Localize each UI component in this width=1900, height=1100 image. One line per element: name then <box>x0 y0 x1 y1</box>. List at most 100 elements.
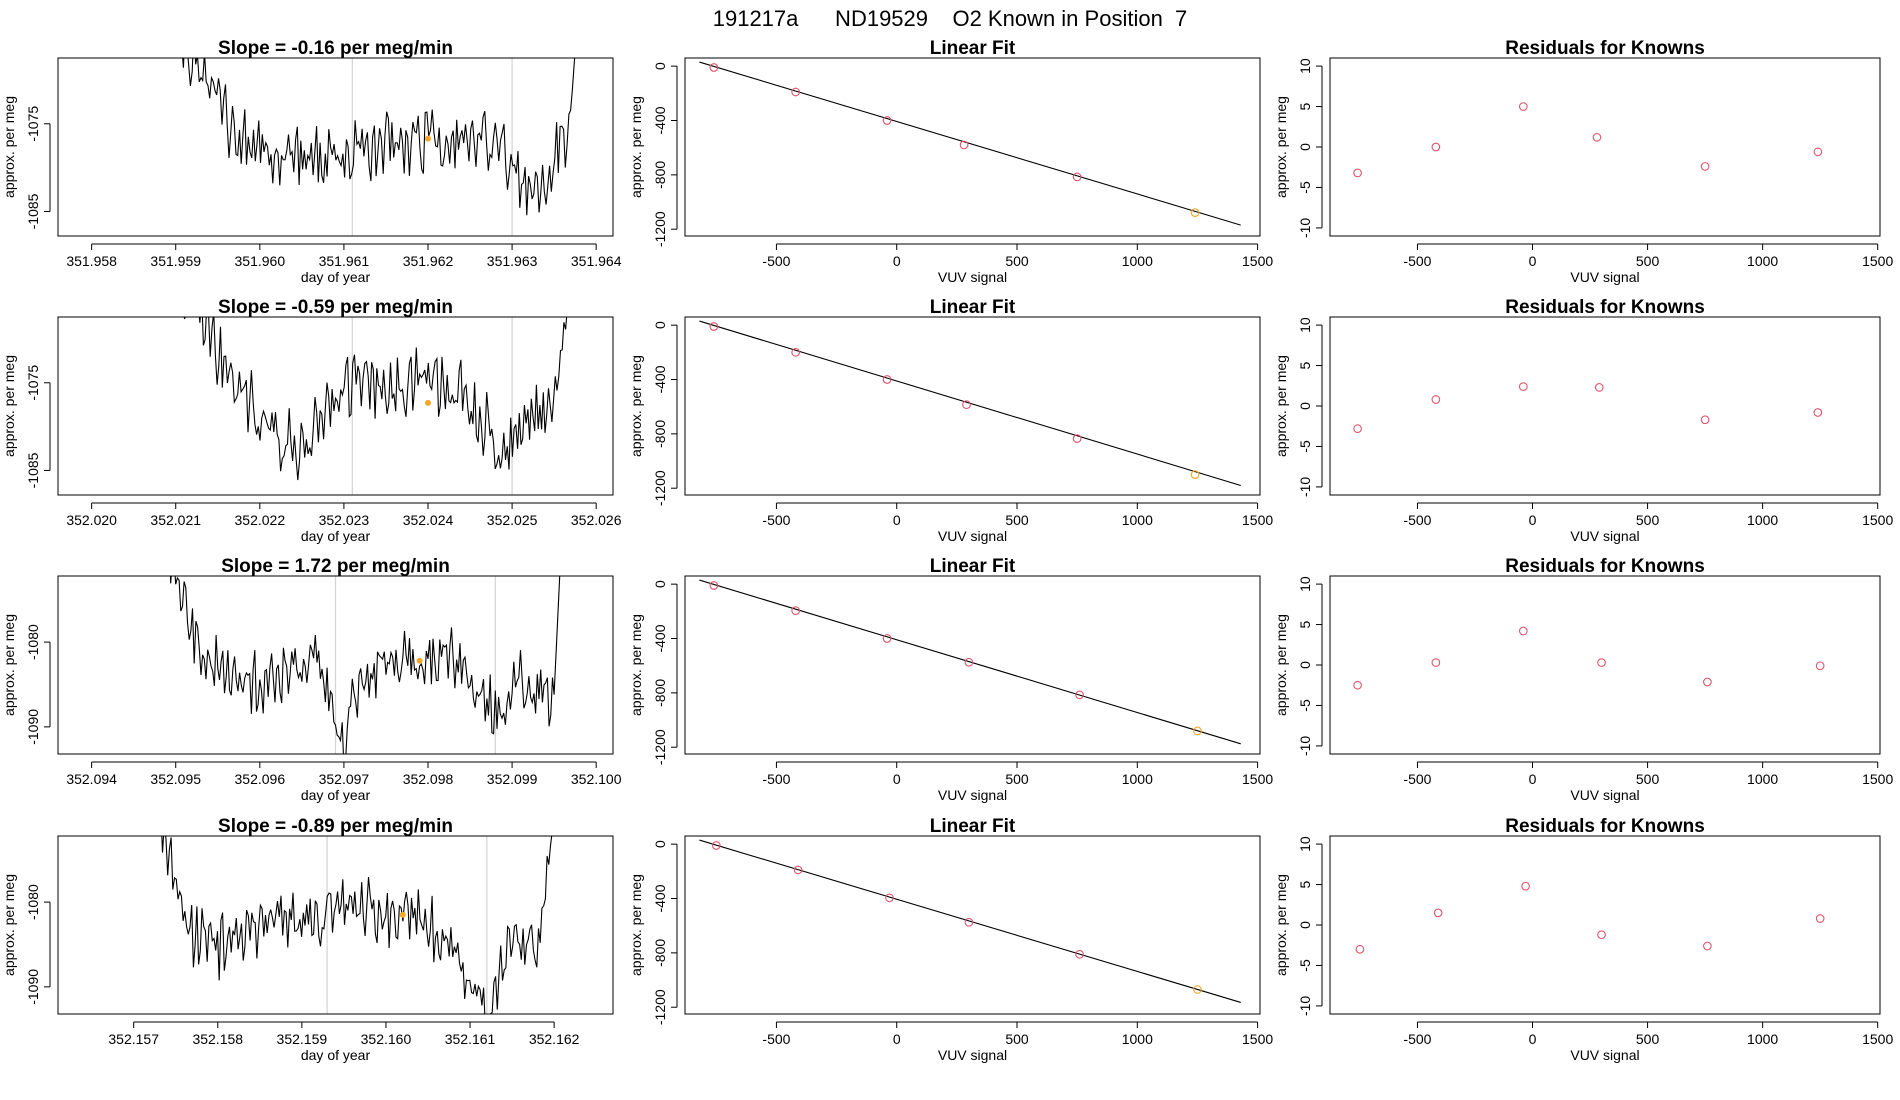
plot-area <box>161 836 553 1014</box>
y-axis-label: approx. per meg <box>1 874 17 976</box>
x-tick-label: 500 <box>1005 253 1029 269</box>
plot-frame <box>684 575 1261 755</box>
x-tick-label: 352.022 <box>235 512 286 528</box>
x-tick-label: 352.161 <box>445 1031 496 1047</box>
residual-point <box>1700 162 1710 171</box>
y-axis-label: approx. per meg <box>1273 355 1289 457</box>
plot-frame <box>1329 835 1881 1015</box>
fit-point <box>711 841 721 850</box>
fit-point <box>1072 172 1082 182</box>
x-tick-label: 0 <box>893 1031 901 1047</box>
x-tick-label: 0 <box>1529 1031 1537 1047</box>
panels-grid: Slope = -0.16 per meg/min 351.958 351.959 3… <box>1 38 1893 1063</box>
x-tick-label: -500 <box>762 771 790 787</box>
known-marker-point <box>425 399 431 406</box>
y-tick-label: -1085 <box>25 452 41 488</box>
fit-point <box>1075 949 1084 959</box>
residuals-panel: Residuals for Knowns -500 0 500 1000 1500 VUV … <box>1273 816 1893 1063</box>
x-tick-label: 500 <box>1636 512 1660 528</box>
row-3: Slope = 1.72 per meg/min 352.094 352.095 35… <box>1 556 1893 803</box>
plot-area <box>183 317 568 495</box>
y-tick-label: 0 <box>652 62 668 70</box>
residual-point <box>1592 132 1602 142</box>
x-tick-label: 1500 <box>1242 512 1273 528</box>
row-2: Slope = -0.59 per meg/min 352.020 352.021 3… <box>1 297 1893 544</box>
time-series-panel: Slope = -0.89 per meg/min 352.157 352.158 3… <box>1 816 614 1063</box>
y-tick-label: -400 <box>652 624 668 652</box>
y-tick-label: -1080 <box>25 624 41 660</box>
fit-point <box>964 657 974 667</box>
time-series-panel: Slope = 1.72 per meg/min 352.094 352.095 35… <box>1 556 622 803</box>
x-tick-label: 500 <box>1005 512 1029 528</box>
residual-point <box>1815 661 1825 671</box>
x-tick-label: -500 <box>1403 253 1431 269</box>
fit-point <box>709 322 719 331</box>
signal-trace <box>182 58 576 216</box>
fit-point <box>791 347 801 357</box>
y-tick-label: -5 <box>1297 181 1313 194</box>
x-tick-label: 500 <box>1636 253 1660 269</box>
panel-title: Linear Fit <box>930 816 1016 837</box>
residual-point <box>1355 944 1365 954</box>
x-tick-label: 351.960 <box>235 253 286 269</box>
time-series-panel: Slope = -0.59 per meg/min 352.020 352.021 3… <box>1 297 622 544</box>
x-tick-label: 351.962 <box>403 253 454 269</box>
row-4: Slope = -0.89 per meg/min 352.157 352.158 3… <box>1 816 1893 1063</box>
x-tick-label: 1500 <box>1242 771 1273 787</box>
y-tick-label: -1090 <box>25 969 41 1005</box>
y-tick-label: -1090 <box>25 709 41 745</box>
x-tick-label: 500 <box>1005 771 1029 787</box>
x-tick-label: 351.958 <box>66 253 117 269</box>
x-tick-label: 352.158 <box>192 1031 243 1047</box>
residual-point <box>1433 908 1443 918</box>
residuals-panel: Residuals for Knowns -500 0 500 1000 1500 VUV … <box>1273 556 1893 803</box>
x-axis-label: VUV signal <box>938 269 1007 285</box>
linear-fit-panel: Linear Fit -500 0 500 1000 1500 VUV signal 0 -40… <box>628 297 1273 544</box>
x-tick-label: 500 <box>1636 1031 1660 1047</box>
fit-point-highlight <box>1190 470 1200 479</box>
residual-point <box>1353 680 1362 690</box>
x-tick-label: 352.025 <box>487 512 538 528</box>
x-axis-label: VUV signal <box>938 787 1007 803</box>
y-axis-label: approx. per meg <box>1 614 17 716</box>
plot-frame <box>1329 57 1881 237</box>
y-tick-label: 10 <box>1297 58 1313 74</box>
y-tick-label: 0 <box>1297 661 1313 669</box>
y-tick-label: -800 <box>652 161 668 189</box>
y-tick-label: -400 <box>652 106 668 134</box>
panel-title: Residuals for Knowns <box>1505 297 1705 318</box>
x-axis-label: VUV signal <box>938 1047 1007 1063</box>
y-tick-label: 0 <box>652 321 668 329</box>
fit-line <box>699 839 1241 1003</box>
y-tick-label: -1200 <box>652 989 668 1025</box>
x-tick-label: -500 <box>762 512 790 528</box>
x-tick-label: 351.963 <box>487 253 538 269</box>
panel-title: Residuals for Knowns <box>1505 556 1705 577</box>
x-tick-label: 500 <box>1005 1031 1029 1047</box>
x-tick-label: 352.096 <box>235 771 286 787</box>
x-tick-label: 1000 <box>1122 1031 1153 1047</box>
panel-title: Slope = 1.72 per meg/min <box>221 556 450 577</box>
fit-point-highlight <box>1193 726 1202 736</box>
x-tick-label: -500 <box>762 1031 790 1047</box>
y-tick-label: -1080 <box>25 884 41 920</box>
residual-point <box>1431 658 1441 667</box>
x-tick-label: 352.098 <box>403 771 454 787</box>
residual-point <box>1431 142 1441 152</box>
x-tick-label: 1500 <box>1862 512 1893 528</box>
known-marker-point <box>425 135 431 142</box>
plot-area <box>699 320 1241 487</box>
x-tick-label: 351.959 <box>150 253 201 269</box>
plot-frame <box>684 835 1261 1015</box>
y-tick-label: 0 <box>652 580 668 588</box>
y-tick-label: 0 <box>1297 921 1313 929</box>
y-axis-label: approx. per meg <box>1 355 17 457</box>
fit-point <box>791 606 801 615</box>
fit-point <box>959 140 969 150</box>
residual-point <box>1353 168 1362 178</box>
fit-point-highlight <box>1193 985 1202 994</box>
linear-fit-panel: Linear Fit -500 0 500 1000 1500 VUV signal 0 -40… <box>628 816 1273 1063</box>
plot-area <box>699 61 1241 226</box>
signal-trace <box>169 576 561 754</box>
plot-area <box>699 839 1241 1003</box>
